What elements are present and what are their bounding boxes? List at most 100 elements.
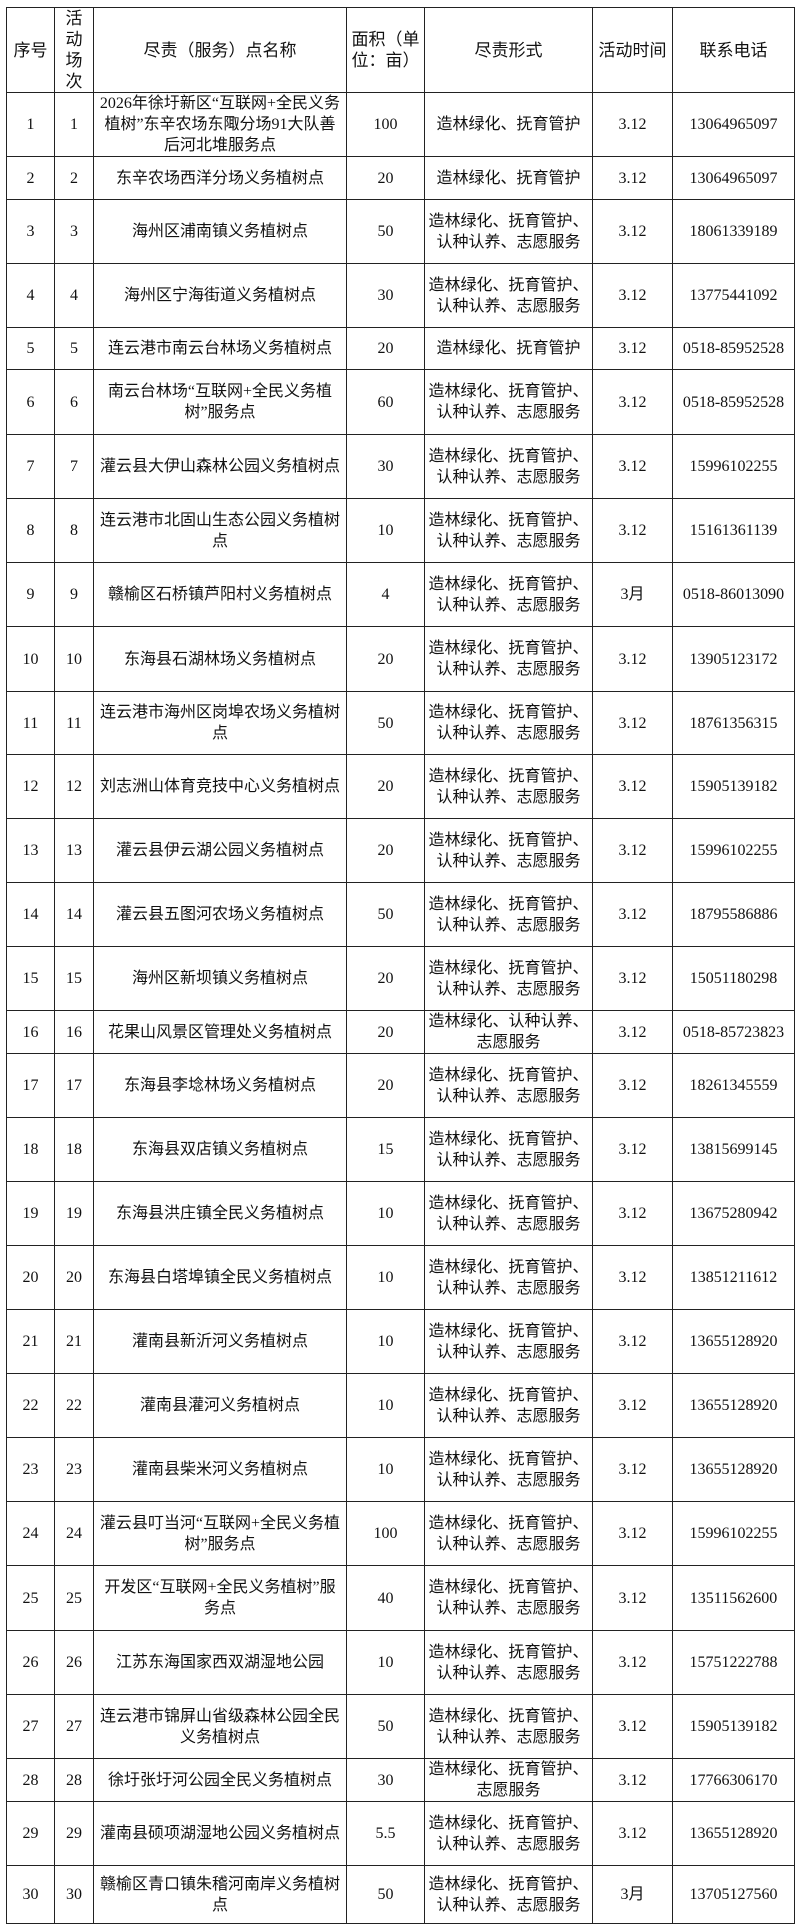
cell-site-name: 东海县洪庄镇全民义务植树点 (93, 1181, 347, 1246)
cell-index: 29 (6, 1801, 55, 1866)
cell-session: 29 (54, 1801, 94, 1866)
cell-site-name-text: 海州区新坝镇义务植树点 (131, 970, 308, 987)
cell-form-text: 造林绿化、抚育管护、认种认养、志愿服务 (428, 1130, 589, 1169)
cell-area-text: 10 (377, 1333, 394, 1350)
cell-area-text: 30 (377, 1771, 394, 1789)
cell-area: 10 (346, 1437, 425, 1502)
table-row: 3 3 海州区浦南镇义务植树点 50 造林绿化、抚育管护、认种认养、志愿服务 3.12 18… (6, 199, 795, 264)
cell-site-name: 南云台林场“互联网+全民义务植树”服务点 (93, 369, 347, 435)
cell-form: 造林绿化、抚育管护、认种认养、志愿服务 (424, 691, 593, 755)
cell-date: 3.12 (592, 327, 673, 370)
cell-session: 5 (54, 327, 94, 370)
cell-phone: 18761356315 (672, 691, 795, 755)
table-row: 20 20 东海县白塔埠镇全民义务植树点 10 造林绿化、抚育管护、认种认养、志愿服务 3… (6, 1245, 795, 1310)
cell-site-name: 连云港市海州区岗埠农场义务植树点 (93, 691, 347, 755)
cell-form: 造林绿化、抚育管护、认种认养、志愿服务 (424, 1309, 593, 1374)
cell-area: 20 (346, 327, 425, 370)
cell-session: 1 (54, 92, 94, 157)
cell-index: 6 (6, 369, 55, 435)
cell-phone: 13655128920 (672, 1801, 795, 1866)
cell-phone-text: 15051180298 (689, 970, 778, 987)
cell-site-name: 灌云县伊云湖公园义务植树点 (93, 818, 347, 883)
cell-date: 3.12 (592, 1053, 673, 1118)
cell-date: 3.12 (592, 1694, 673, 1759)
cell-date-text: 3.12 (618, 458, 647, 475)
cell-index-text: 27 (22, 1718, 39, 1735)
cell-area: 50 (346, 1865, 425, 1924)
cell-index: 7 (6, 434, 55, 499)
cell-index-text: 21 (22, 1333, 39, 1350)
cell-date: 3.12 (592, 1117, 673, 1182)
cell-site-name: 连云港市南云台林场义务植树点 (93, 327, 347, 370)
cell-site-name: 东海县白塔埠镇全民义务植树点 (93, 1245, 347, 1310)
cell-index-text: 28 (22, 1771, 39, 1789)
cell-site-name-text: 海州区宁海街道义务植树点 (123, 287, 316, 304)
cell-session-text: 19 (66, 1205, 82, 1222)
cell-index: 10 (6, 626, 55, 692)
cell-session: 13 (54, 818, 94, 883)
cell-area-text: 10 (377, 1205, 394, 1222)
cell-date: 3.12 (592, 498, 673, 563)
cell-form-text: 造林绿化、抚育管护、认种认养、志愿服务 (428, 1386, 589, 1425)
cell-date-text: 3.12 (618, 522, 647, 539)
cell-form: 造林绿化、抚育管护、认种认养、志愿服务 (424, 1801, 593, 1866)
cell-area-text: 60 (377, 393, 394, 411)
cell-date-text: 3.12 (618, 340, 647, 357)
cell-form: 造林绿化、抚育管护、认种认养、志愿服务 (424, 626, 593, 692)
cell-site-name: 灌南县硕项湖湿地公园义务植树点 (93, 1801, 347, 1866)
cell-date: 3.12 (592, 92, 673, 157)
cell-area-text: 50 (377, 714, 394, 732)
cell-date: 3.12 (592, 754, 673, 819)
cell-date: 3.12 (592, 882, 673, 947)
table-row: 25 25 开发区“互联网+全民义务植树”服务点 40 造林绿化、抚育管护、认种认养、志… (6, 1565, 795, 1631)
table-row: 29 29 灌南县硕项湖湿地公园义务植树点 5.5 造林绿化、抚育管护、认种认养、志愿服… (6, 1801, 795, 1866)
cell-date-text: 3.12 (618, 1397, 647, 1414)
cell-index-text: 4 (26, 287, 35, 304)
cell-phone: 13655128920 (672, 1373, 795, 1438)
cell-area: 50 (346, 1694, 425, 1759)
cell-site-name: 连云港市锦屏山省级森林公园全民义务植树点 (93, 1694, 347, 1759)
cell-form: 造林绿化、抚育管护 (424, 327, 593, 370)
cell-phone-text: 13064965097 (689, 169, 778, 187)
cell-area: 15 (346, 1117, 425, 1182)
cell-session: 30 (54, 1865, 94, 1924)
cell-session: 14 (54, 882, 94, 947)
cell-form: 造林绿化、抚育管护、认种认养、志愿服务 (424, 199, 593, 264)
cell-form: 造林绿化、抚育管护、认种认养、志愿服务 (424, 562, 593, 627)
cell-site-name: 东辛农场西洋分场义务植树点 (93, 156, 347, 200)
cell-session-text: 18 (66, 1141, 82, 1158)
planting-sites-table: 序号 活动场次 尽责（服务）点名称 面积（单位：亩） 尽责形式 活动时间 联系电… (6, 7, 795, 1924)
cell-form-text: 造林绿化、抚育管护、认种认养、志愿服务 (428, 1643, 589, 1682)
cell-phone: 15996102255 (672, 1501, 795, 1566)
cell-site-name-text: 灌云县叮当河“互联网+全民义务植树”服务点 (99, 1514, 341, 1553)
cell-form-text: 造林绿化、抚育管护、认种认养、志愿服务 (428, 1514, 589, 1553)
cell-phone-text: 18795586886 (689, 906, 778, 923)
cell-date: 3.12 (592, 1565, 673, 1631)
cell-site-name-text: 灌云县伊云湖公园义务植树点 (115, 842, 324, 859)
cell-index: 17 (6, 1053, 55, 1118)
cell-area: 50 (346, 882, 425, 947)
cell-area: 10 (346, 1630, 425, 1695)
table-row: 28 28 徐圩张圩河公园全民义务植树点 30 造林绿化、抚育管护、志愿服务 3.12 17… (6, 1758, 795, 1802)
cell-date: 3.12 (592, 1309, 673, 1374)
cell-phone-text: 15996102255 (689, 1525, 778, 1542)
cell-date-text: 3.12 (618, 169, 647, 187)
cell-session: 20 (54, 1245, 94, 1310)
cell-session: 7 (54, 434, 94, 499)
table-header-row: 序号 活动场次 尽责（服务）点名称 面积（单位：亩） 尽责形式 活动时间 联系电… (6, 7, 795, 93)
cell-site-name: 灌南县灌河义务植树点 (93, 1373, 347, 1438)
cell-session-text: 4 (70, 287, 78, 304)
cell-phone: 15751222788 (672, 1630, 795, 1695)
cell-phone: 0518-85723823 (672, 1010, 795, 1054)
cell-index: 1 (6, 92, 55, 157)
cell-date: 3月 (592, 562, 673, 627)
cell-session-text: 5 (70, 340, 78, 357)
cell-phone: 15905139182 (672, 1694, 795, 1759)
cell-index: 18 (6, 1117, 55, 1182)
cell-phone-text: 13511562600 (689, 1589, 778, 1607)
cell-index: 5 (6, 327, 55, 370)
cell-date-text: 3.12 (618, 223, 647, 240)
cell-area: 100 (346, 1501, 425, 1566)
cell-site-name-text: 刘志洲山体育竞技中心义务植树点 (99, 778, 340, 795)
cell-phone-text: 0518-85952528 (682, 393, 785, 411)
